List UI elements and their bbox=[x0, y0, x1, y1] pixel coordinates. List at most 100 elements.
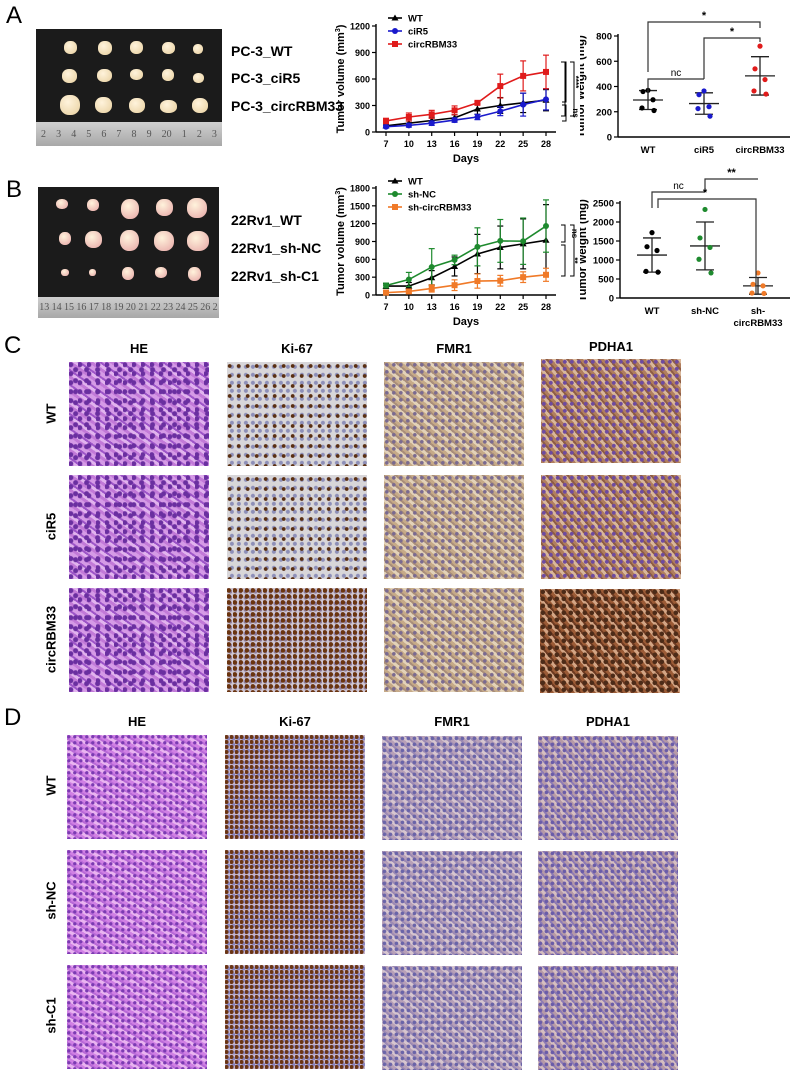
svg-text:circRBM33: circRBM33 bbox=[735, 145, 784, 156]
svg-text:22: 22 bbox=[495, 139, 505, 149]
tumor bbox=[154, 231, 174, 251]
svg-text:10: 10 bbox=[404, 302, 414, 312]
svg-text:0: 0 bbox=[365, 291, 370, 301]
svg-text:16: 16 bbox=[450, 139, 460, 149]
column-header-fmr1: FMR1 bbox=[434, 714, 470, 729]
panel-letter-d: D bbox=[4, 704, 22, 731]
tumor bbox=[95, 97, 112, 113]
ihc-image-pdha1-sh-c1 bbox=[538, 966, 678, 1070]
tumor bbox=[56, 199, 68, 209]
svg-text:WT: WT bbox=[645, 306, 660, 317]
svg-text:1200: 1200 bbox=[350, 22, 370, 32]
svg-text:Days: Days bbox=[453, 153, 479, 165]
row-header-circrbm33: circRBM33 bbox=[43, 605, 59, 674]
svg-text:28: 28 bbox=[541, 139, 551, 149]
tumor bbox=[98, 41, 112, 55]
svg-text:7: 7 bbox=[383, 302, 388, 312]
row-header-wt: WT bbox=[43, 403, 59, 424]
tumor bbox=[156, 199, 173, 216]
ihc-image-pdha1-circrbm33 bbox=[540, 589, 680, 693]
svg-text:0: 0 bbox=[365, 128, 370, 138]
row-header-sh-nc: sh-NC bbox=[43, 881, 59, 920]
svg-text:circRBM33: circRBM33 bbox=[408, 40, 457, 51]
svg-text:Tumor volume (mm3): Tumor volume (mm3) bbox=[335, 24, 347, 133]
column-header-ki67: Ki-67 bbox=[279, 714, 311, 729]
tumor bbox=[87, 199, 99, 211]
tumor bbox=[187, 198, 207, 218]
ihc-image-pdha1-sh-nc bbox=[538, 851, 678, 955]
group-label-22rv1-wt: 22Rv1_WT bbox=[231, 212, 302, 228]
svg-text:500: 500 bbox=[598, 275, 614, 286]
svg-text:25: 25 bbox=[518, 302, 528, 312]
ihc-image-pdha1-wt bbox=[538, 736, 678, 840]
tumor bbox=[130, 69, 143, 80]
svg-text:900: 900 bbox=[355, 48, 370, 58]
group-label-pc3-wt: PC-3_WT bbox=[231, 43, 293, 59]
tumor bbox=[59, 232, 71, 245]
svg-text:0: 0 bbox=[607, 133, 612, 144]
tumor bbox=[187, 231, 209, 251]
tumor bbox=[129, 98, 145, 113]
panel-letter-b: B bbox=[6, 176, 23, 203]
row-header-sh-c1: sh-C1 bbox=[43, 997, 59, 1034]
tumor-volume-chart-b: 0 300 600 900 1200 1500 1800 7 10 13 16 19 22 25 28 Day… bbox=[335, 177, 580, 329]
svg-text:2000: 2000 bbox=[593, 218, 614, 229]
svg-text:1000: 1000 bbox=[593, 256, 614, 267]
ihc-image-fmr1-sh-nc bbox=[382, 851, 522, 955]
svg-text:*: * bbox=[730, 26, 735, 38]
panel-letter-c: C bbox=[4, 332, 22, 359]
ihc-image-he-circrbm33 bbox=[69, 588, 209, 692]
svg-text:16: 16 bbox=[450, 302, 460, 312]
row-header-cir5: ciR5 bbox=[43, 512, 59, 541]
column-header-ki67: Ki-67 bbox=[281, 341, 313, 356]
tumor bbox=[160, 100, 177, 113]
group-label-22rv1-sh-c1: 22Rv1_sh-C1 bbox=[231, 268, 319, 284]
svg-text:1800: 1800 bbox=[350, 184, 370, 194]
svg-text:900: 900 bbox=[355, 237, 370, 247]
svg-text:nc: nc bbox=[671, 68, 682, 79]
tumor-weight-chart-b: 0 500 1000 1500 2000 2500 WT sh-NC sh-circRBM33 T… bbox=[580, 167, 790, 329]
svg-text:19: 19 bbox=[472, 302, 482, 312]
tumor-weight-chart-a: 0 200 400 600 800 WT ciR5 circRBM33 Tumor weight… bbox=[580, 10, 790, 156]
tumor bbox=[155, 267, 167, 278]
tumor bbox=[89, 269, 96, 276]
ihc-image-pdha1-wt bbox=[541, 359, 681, 463]
tumor bbox=[120, 230, 139, 251]
svg-text:****: **** bbox=[579, 244, 580, 257]
svg-text:300: 300 bbox=[355, 101, 370, 111]
group-label-22rv1-sh-nc: 22Rv1_sh-NC bbox=[231, 240, 322, 256]
ihc-image-fmr1-circrbm33 bbox=[384, 588, 524, 692]
tumor bbox=[188, 267, 201, 281]
svg-text:WT: WT bbox=[641, 145, 656, 156]
svg-text:WT: WT bbox=[408, 177, 423, 188]
ihc-image-ki67-wt bbox=[227, 362, 367, 466]
ihc-image-ki67-sh-nc bbox=[225, 850, 365, 954]
tumor bbox=[64, 41, 77, 54]
tumor-volume-chart-a: 0 300 600 900 1200 7 10 13 16 19 22 25 28 Days Tumor v… bbox=[335, 14, 580, 166]
ruler: 2 3 4 5 6 7 8 9 20 1 2 3 bbox=[36, 122, 222, 146]
tumor bbox=[162, 42, 175, 54]
svg-text:28: 28 bbox=[541, 302, 551, 312]
tumor-photo-22rv1: 13 14 15 16 17 18 19 20 21 22 23 24 25 26 2 bbox=[38, 187, 219, 318]
tumor bbox=[162, 69, 174, 81]
svg-text:*: * bbox=[703, 187, 708, 199]
ihc-image-he-cir5 bbox=[69, 475, 209, 579]
tumor-photo-pc3: 2 3 4 5 6 7 8 9 20 1 2 3 bbox=[36, 29, 222, 146]
tumor bbox=[60, 95, 80, 115]
svg-text:WT: WT bbox=[408, 14, 423, 25]
svg-text:800: 800 bbox=[596, 32, 612, 43]
group-label-pc3-circrbm33: PC-3_circRBM33 bbox=[231, 98, 344, 114]
svg-text:22: 22 bbox=[495, 302, 505, 312]
tumor bbox=[130, 41, 143, 54]
tumor bbox=[61, 269, 69, 276]
svg-text:ciR5: ciR5 bbox=[694, 145, 715, 156]
svg-text:Tumor weight (mg): Tumor weight (mg) bbox=[580, 199, 589, 302]
svg-text:600: 600 bbox=[355, 75, 370, 85]
svg-text:1500: 1500 bbox=[593, 237, 614, 248]
column-header-fmr1: FMR1 bbox=[436, 341, 472, 356]
ihc-image-fmr1-wt bbox=[382, 736, 522, 840]
svg-text:300: 300 bbox=[355, 273, 370, 283]
svg-text:400: 400 bbox=[596, 82, 612, 93]
ihc-image-ki67-wt bbox=[225, 735, 365, 839]
svg-text:circRBM33: circRBM33 bbox=[733, 318, 782, 329]
